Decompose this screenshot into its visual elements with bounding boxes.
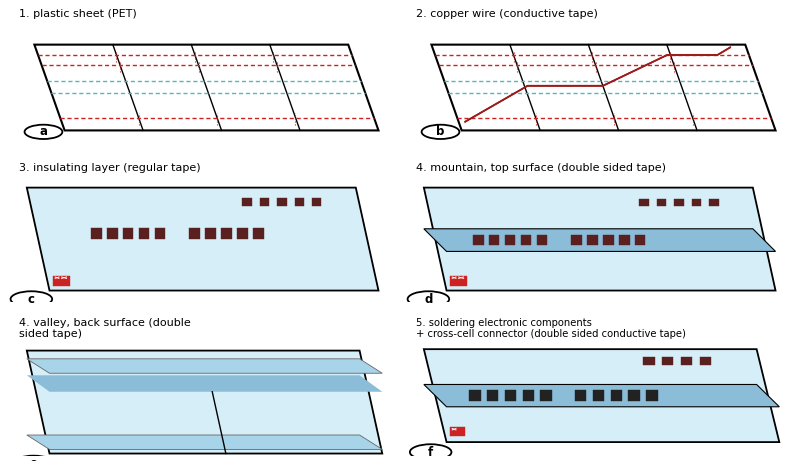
Bar <box>575 390 586 402</box>
Bar <box>189 228 200 239</box>
Bar <box>138 228 149 239</box>
Bar <box>123 228 134 239</box>
Polygon shape <box>27 435 382 449</box>
Polygon shape <box>424 384 779 407</box>
Bar <box>450 276 467 286</box>
Bar <box>536 235 547 245</box>
Bar <box>709 199 718 206</box>
Text: c: c <box>28 293 35 306</box>
Bar <box>674 199 683 206</box>
Bar <box>681 357 692 365</box>
Bar <box>505 235 516 245</box>
Bar <box>520 235 532 245</box>
Polygon shape <box>424 188 775 290</box>
Bar <box>540 390 551 402</box>
Bar <box>643 357 654 365</box>
Bar <box>619 235 630 245</box>
Bar <box>571 235 582 245</box>
Polygon shape <box>27 351 382 454</box>
Bar <box>523 390 534 402</box>
Bar <box>221 228 232 239</box>
Bar <box>635 235 645 245</box>
Bar <box>628 390 640 402</box>
Polygon shape <box>27 359 382 373</box>
Bar <box>259 198 269 206</box>
Bar <box>639 199 649 206</box>
Text: a: a <box>40 125 47 138</box>
Bar <box>646 390 657 402</box>
Bar <box>662 357 673 365</box>
Text: e: e <box>29 457 38 461</box>
Polygon shape <box>431 45 775 130</box>
Bar <box>691 199 701 206</box>
Bar <box>593 390 604 402</box>
Bar <box>487 390 498 402</box>
Polygon shape <box>27 188 378 290</box>
Text: 4. mountain, top surface (double sided tape): 4. mountain, top surface (double sided t… <box>416 163 666 173</box>
Bar <box>587 235 598 245</box>
Polygon shape <box>424 229 775 251</box>
Polygon shape <box>34 45 378 130</box>
Text: 1. plastic sheet (PET): 1. plastic sheet (PET) <box>19 9 137 19</box>
Polygon shape <box>27 375 382 392</box>
Circle shape <box>410 444 452 460</box>
Bar <box>277 198 286 206</box>
Bar <box>700 357 711 365</box>
Text: 5. soldering electronic components
+ cross-cell connector (double sided conducti: 5. soldering electronic components + cro… <box>416 318 686 339</box>
Circle shape <box>13 455 55 461</box>
Bar <box>242 198 252 206</box>
Circle shape <box>10 291 52 307</box>
Bar <box>154 228 165 239</box>
Circle shape <box>407 291 449 307</box>
Bar <box>469 390 481 402</box>
Bar <box>603 235 614 245</box>
Bar <box>253 228 263 239</box>
Text: 4. valley, back surface (double
sided tape): 4. valley, back surface (double sided ta… <box>19 318 191 339</box>
Bar <box>489 235 499 245</box>
Text: 3. insulating layer (regular tape): 3. insulating layer (regular tape) <box>19 163 201 173</box>
Bar <box>312 198 321 206</box>
Bar <box>657 199 666 206</box>
Bar <box>473 235 483 245</box>
Bar <box>505 390 516 402</box>
Bar <box>91 228 102 239</box>
Text: d: d <box>424 293 433 306</box>
Polygon shape <box>424 349 779 442</box>
Text: f: f <box>428 446 433 459</box>
Bar <box>107 228 118 239</box>
Circle shape <box>25 125 62 139</box>
Text: b: b <box>437 125 445 138</box>
Bar <box>53 276 70 286</box>
Circle shape <box>422 125 460 139</box>
Bar <box>611 390 622 402</box>
Bar <box>450 427 465 437</box>
Bar <box>294 198 304 206</box>
Bar <box>206 228 216 239</box>
Text: 2. copper wire (conductive tape): 2. copper wire (conductive tape) <box>416 9 598 19</box>
Bar <box>237 228 248 239</box>
